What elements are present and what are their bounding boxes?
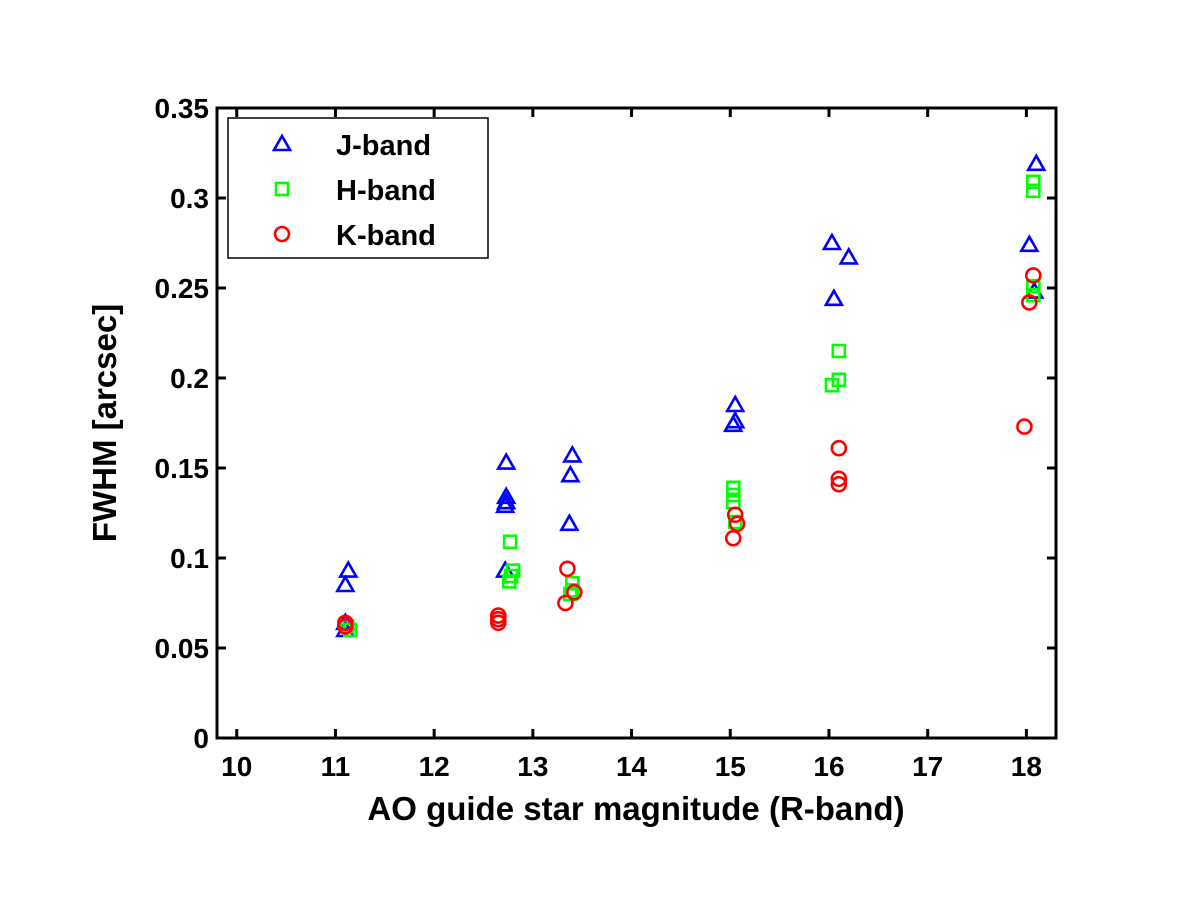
data-point-circle bbox=[728, 515, 746, 533]
data-point-triangle bbox=[495, 451, 517, 470]
data-point-triangle bbox=[1019, 234, 1040, 253]
data-point-square bbox=[502, 534, 518, 550]
y-axis-label: FWHM [arcsec] bbox=[86, 304, 123, 542]
data-point-triangle bbox=[559, 513, 580, 532]
legend-marker-circle bbox=[273, 225, 291, 243]
data-point-circle bbox=[830, 439, 848, 457]
data-point-circle bbox=[830, 475, 848, 493]
data-point-triangle bbox=[722, 414, 744, 433]
x-tick-label: 17 bbox=[912, 751, 943, 782]
data-point-square bbox=[501, 574, 517, 589]
data-point-circle bbox=[490, 614, 507, 632]
legend-label: H-band bbox=[336, 175, 436, 207]
x-tick-label: 16 bbox=[813, 751, 844, 782]
data-point-triangle bbox=[562, 444, 583, 463]
data-point-circle bbox=[337, 618, 354, 635]
data-point-circle bbox=[724, 529, 742, 547]
data-point-triangle bbox=[838, 246, 859, 265]
data-point-triangle bbox=[1026, 153, 1047, 172]
data-point-triangle bbox=[335, 574, 356, 593]
y-tick-label: 0.3 bbox=[170, 183, 209, 214]
data-point-square bbox=[1025, 183, 1041, 199]
x-tick-label: 14 bbox=[616, 751, 648, 782]
legend-label: K-band bbox=[336, 220, 436, 252]
data-point-circle bbox=[726, 506, 744, 524]
legend-marker-square bbox=[274, 181, 290, 197]
x-tick-label: 11 bbox=[321, 751, 351, 782]
data-point-circle bbox=[1024, 267, 1042, 284]
data-point-square bbox=[1025, 174, 1041, 190]
y-tick-label: 0.15 bbox=[155, 453, 210, 484]
data-point-triangle bbox=[823, 288, 845, 307]
legend-marker-triangle bbox=[271, 133, 293, 152]
plot-frame bbox=[215, 106, 1058, 740]
legend: J-band H-band K-band bbox=[227, 117, 489, 259]
series-k-band bbox=[337, 267, 1042, 635]
data-point-circle bbox=[559, 560, 576, 578]
data-point-triangle bbox=[821, 232, 843, 251]
data-point-circle bbox=[557, 594, 574, 612]
x-axis-label: AO guide star magnitude (R-band) bbox=[367, 790, 904, 827]
data-point-triangle bbox=[495, 486, 517, 505]
data-point-circle bbox=[1016, 418, 1033, 435]
data-point-square bbox=[1025, 278, 1041, 294]
data-point-triangle bbox=[560, 464, 581, 483]
x-tick-label: 18 bbox=[1011, 751, 1042, 782]
y-tick-label: 0.35 bbox=[155, 93, 210, 124]
y-tick-label: 0 bbox=[193, 723, 209, 754]
data-point-triangle bbox=[338, 559, 359, 578]
data-point-square bbox=[831, 343, 847, 359]
legend-label: J-band bbox=[336, 130, 431, 162]
data-point-circle bbox=[830, 470, 848, 488]
y-tick-label: 0.2 bbox=[170, 363, 209, 394]
y-tick-label: 0.05 bbox=[155, 633, 210, 664]
data-point-triangle bbox=[494, 495, 516, 514]
data-marks bbox=[335, 153, 1047, 638]
legend-box bbox=[227, 117, 489, 259]
x-tick-label: 12 bbox=[419, 751, 450, 782]
x-tick-label: 10 bbox=[221, 751, 252, 782]
data-point-circle bbox=[1021, 294, 1038, 311]
y-tick-label: 0.25 bbox=[155, 273, 210, 304]
x-tick-label: 13 bbox=[517, 751, 548, 782]
data-point-circle bbox=[566, 583, 583, 601]
y-tick-label: 0.1 bbox=[170, 543, 209, 574]
axis-ticks: 10 11 12 13 14 15 16 17 18 0 0.05 0.1 0.15 0.2 0.25 0.3… bbox=[155, 93, 1056, 782]
data-point-square bbox=[831, 372, 847, 388]
x-tick-label: 15 bbox=[715, 751, 746, 782]
